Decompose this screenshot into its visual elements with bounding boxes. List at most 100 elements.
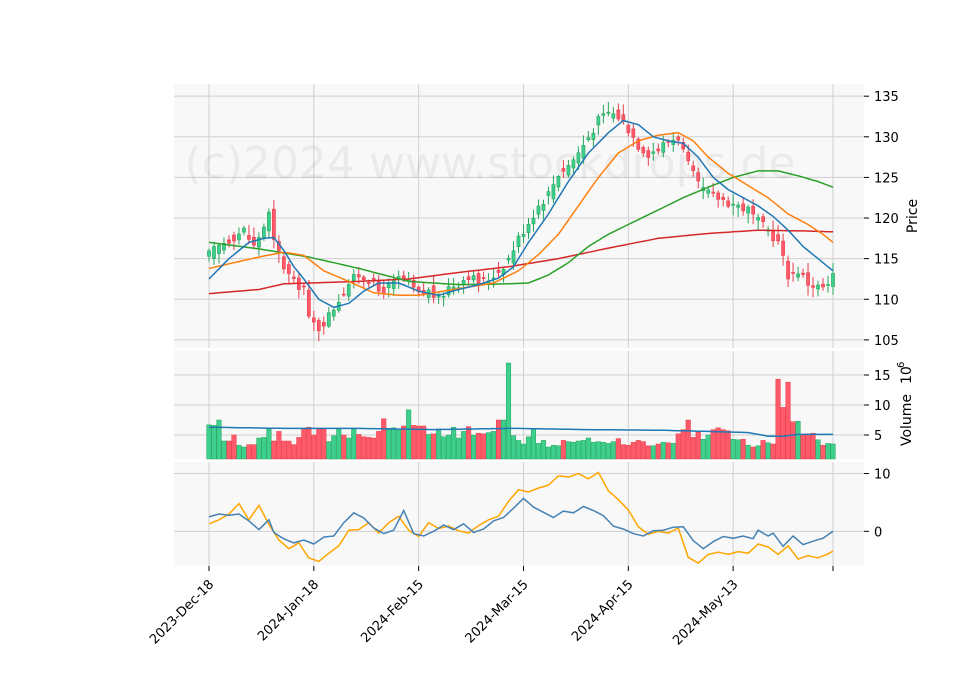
candle-body [416, 286, 421, 293]
volume-bar [765, 442, 771, 460]
volume-bar [630, 441, 636, 460]
oscillator-panel: 10 0 [174, 462, 891, 566]
volume-bar [690, 437, 696, 460]
candle-body [746, 206, 750, 214]
volume-bar [481, 433, 487, 460]
volume-bar [660, 441, 666, 460]
candle-body [731, 203, 736, 206]
candle-body [696, 172, 701, 182]
candle-body [217, 244, 221, 254]
volume-bar [670, 443, 676, 460]
volume-bar [720, 429, 726, 460]
candle-body [222, 243, 226, 251]
volume-bar [510, 435, 517, 460]
candle-body [811, 285, 815, 288]
volume-bar [825, 443, 831, 460]
osc-tick-label: 10 [874, 468, 891, 483]
candle-body [282, 256, 286, 270]
candle-body [776, 234, 780, 242]
candle-body [586, 137, 591, 141]
volume-bar [620, 444, 626, 460]
volume-bar [535, 443, 542, 460]
volume-bar [500, 419, 507, 460]
volume-bar [416, 425, 422, 460]
candle-body [481, 277, 486, 279]
candle-body [806, 272, 810, 286]
candle-body [272, 208, 276, 240]
candle-body [287, 264, 291, 274]
candle-body [292, 276, 296, 279]
volume-bar [745, 444, 751, 460]
candle-body [346, 284, 351, 297]
candle-body [227, 239, 231, 244]
volume-bar [575, 440, 581, 460]
candle-body [356, 274, 361, 278]
candle-body [207, 250, 211, 257]
volume-bar [391, 427, 397, 460]
volume-bar [800, 434, 806, 460]
candle-body [511, 250, 516, 264]
candle-body [781, 240, 785, 256]
volume-bar [685, 419, 691, 460]
volume-bar [735, 439, 741, 460]
oscillator-lines [208, 471, 834, 565]
candle-body [756, 217, 760, 221]
volume-bar [505, 362, 512, 460]
candle-body [306, 290, 311, 317]
x-tick-label: 2023-Dec-18 [147, 577, 217, 647]
candle-body [606, 111, 611, 114]
price-tick-label: 130 [874, 131, 899, 146]
volume-bar [406, 409, 412, 460]
volume-bar [625, 444, 631, 460]
oscillator-axis-ticks: 10 0 [864, 468, 891, 540]
x-tick-label: 2024-Feb-15 [358, 577, 427, 646]
volume-bar [795, 420, 801, 460]
price-panel: (c)2024 www.stockdrops.de 105 110 115 120 12… [174, 84, 921, 349]
volume-bar [386, 429, 392, 460]
candle-body [786, 260, 790, 280]
volume-bar [441, 436, 447, 460]
candle-body [651, 151, 656, 154]
candle-body [466, 276, 471, 280]
volume-bar [341, 434, 347, 460]
volume-bar [695, 431, 701, 460]
volume-bar [650, 445, 656, 460]
volume-bar [291, 444, 297, 460]
candle-body [232, 234, 236, 242]
candle-body [646, 150, 651, 158]
volume-axis-label: Volume [899, 394, 915, 446]
candle-body [596, 116, 601, 126]
candle-body [237, 233, 241, 241]
volume-bar [645, 445, 651, 460]
volume-bar [286, 440, 292, 460]
price-tick-label: 105 [874, 334, 899, 349]
ma-longest-line [208, 229, 834, 295]
volume-bar [271, 440, 277, 460]
volume-bar [715, 427, 721, 460]
volume-ma-line [208, 426, 833, 437]
volume-bar [550, 444, 556, 460]
volume-bar [351, 428, 357, 460]
candle-body [791, 272, 795, 274]
candle-body [381, 286, 386, 294]
volume-bar [545, 446, 552, 460]
volume-panel: 5 10 15 Volume 10 6 [174, 351, 915, 460]
candle-body [262, 226, 266, 238]
candle-body [721, 196, 726, 200]
volume-bar [276, 431, 282, 460]
volume-bar [495, 419, 502, 460]
candle-body [267, 211, 271, 232]
candle-body [576, 152, 581, 164]
volume-bar [655, 443, 661, 460]
volume-bar [560, 440, 566, 460]
ma-short-line [208, 119, 834, 309]
volume-bar [316, 428, 322, 460]
volume-bar [570, 441, 576, 460]
volume-bar [640, 441, 646, 460]
candle-body [716, 192, 721, 200]
candle-body [826, 284, 830, 286]
volume-bar [600, 441, 606, 460]
volume-bar [411, 425, 417, 460]
x-tick-label: 2024-Mar-15 [463, 577, 532, 646]
